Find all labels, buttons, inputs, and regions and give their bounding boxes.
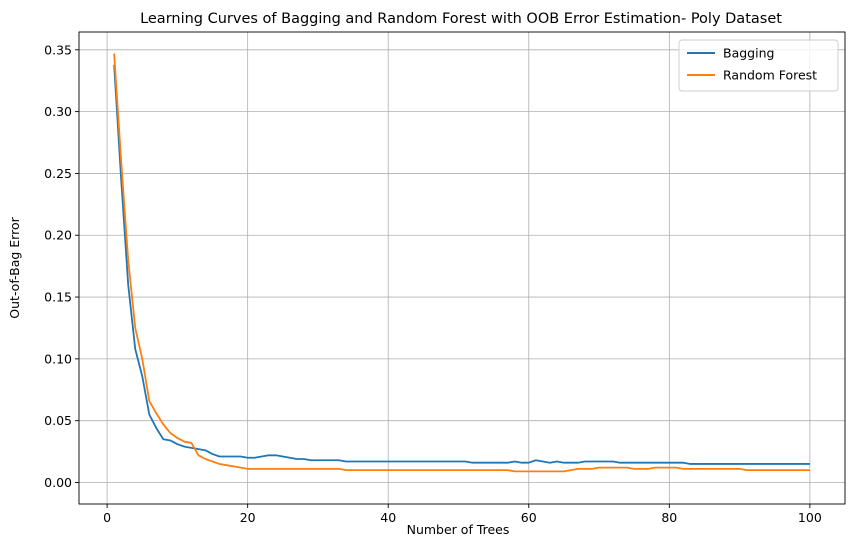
legend: Bagging Random Forest [678,39,839,92]
grid-lines [79,32,845,504]
series-line-bagging [113,64,810,465]
chart-title: Learning Curves of Bagging and Random Fo… [140,11,782,27]
y-tick-label: 0.15 [44,290,72,305]
x-tick-label: 0 [103,510,111,525]
x-tick-label: 40 [380,510,396,525]
legend-box [678,39,839,92]
y-axis-label: Out-of-Bag Error [7,216,22,318]
series-group [113,53,810,473]
y-tick-label: 0.20 [44,228,72,243]
x-tick-label: 100 [798,510,822,525]
y-tick-label: 0.25 [44,166,72,181]
y-tick-label: 0.00 [44,475,72,490]
legend-label-random-forest: Random Forest [723,68,817,83]
y-tick-label: 0.05 [44,413,72,428]
y-axis-ticks: 0.00 0.05 0.10 0.15 0.20 0.25 0.30 0.35 [44,42,79,490]
plot-frame [78,31,846,505]
y-tick-label: 0.35 [44,42,72,57]
x-tick-label: 60 [521,510,537,525]
legend-label-bagging: Bagging [723,46,774,61]
x-tick-label: 80 [661,510,677,525]
x-tick-label: 20 [240,510,256,525]
x-axis-ticks: 0 20 40 60 80 100 [103,504,822,525]
y-tick-label: 0.10 [44,351,72,366]
y-tick-label: 0.30 [44,104,72,119]
series-line-random-forest [113,53,810,473]
x-axis-label: Number of Trees [407,522,510,537]
